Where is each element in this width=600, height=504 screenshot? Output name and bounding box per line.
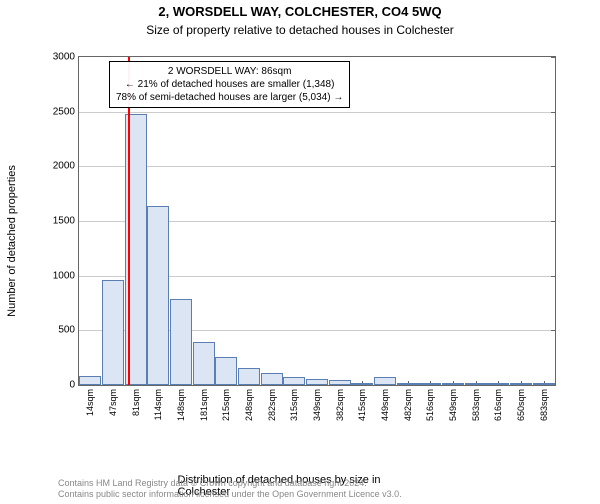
y-tick-label: 2500 [53, 106, 75, 117]
footer: Contains HM Land Registry data © Crown c… [58, 478, 402, 501]
x-tick-label: 449sqm [380, 389, 390, 421]
x-tick-label: 114sqm [153, 389, 163, 420]
x-tick-label: 415sqm [357, 389, 367, 421]
chart-container: Number of detached properties 2 WORSDELL… [50, 56, 560, 426]
y-tick-label: 1000 [53, 270, 75, 281]
annotation-line3: 78% of semi-detached houses are larger (… [116, 91, 343, 104]
histogram-bar [102, 280, 124, 385]
histogram-bar [283, 377, 305, 385]
footer-line2: Contains public sector information licen… [58, 489, 402, 500]
x-tick-label: 47sqm [108, 389, 118, 416]
histogram-bar [533, 383, 555, 385]
x-tick-label: 148sqm [176, 389, 186, 421]
x-tick-label: 516sqm [425, 389, 435, 421]
y-axis-label: Number of detached properties [6, 165, 18, 317]
grid-line [79, 166, 555, 167]
histogram-bar [215, 357, 237, 385]
x-tick-label: 349sqm [312, 389, 322, 421]
histogram-bar [170, 299, 192, 385]
annotation-line2: ← 21% of detached houses are smaller (1,… [116, 78, 343, 91]
y-tick-mark [551, 385, 556, 386]
x-tick-label: 482sqm [403, 389, 413, 421]
x-tick-label: 81sqm [131, 389, 141, 416]
histogram-bar [193, 342, 215, 385]
annotation-box: 2 WORSDELL WAY: 86sqm ← 21% of detached … [109, 61, 350, 108]
histogram-bar [351, 383, 373, 385]
y-tick-label: 2000 [53, 161, 75, 172]
annotation-line1: 2 WORSDELL WAY: 86sqm [116, 65, 343, 78]
y-tick-mark [551, 330, 556, 331]
x-tick-label: 382sqm [335, 389, 345, 421]
x-tick-label: 683sqm [539, 389, 549, 421]
histogram-bar [147, 206, 169, 385]
chart-subtitle: Size of property relative to detached ho… [0, 23, 600, 37]
histogram-bar [510, 383, 532, 385]
y-tick-mark [551, 166, 556, 167]
histogram-bar [397, 383, 419, 385]
y-tick-label: 0 [69, 380, 75, 391]
grid-line [79, 112, 555, 113]
y-tick-label: 1500 [53, 216, 75, 227]
y-tick-mark [551, 276, 556, 277]
x-tick-label: 616sqm [493, 389, 503, 421]
histogram-bar [374, 377, 396, 385]
x-tick-label: 282sqm [267, 389, 277, 421]
histogram-bar [79, 376, 101, 385]
y-tick-mark [551, 221, 556, 222]
x-tick-label: 215sqm [221, 389, 231, 421]
plot-area: 2 WORSDELL WAY: 86sqm ← 21% of detached … [78, 56, 556, 386]
x-tick-label: 315sqm [289, 389, 299, 421]
histogram-bar [465, 383, 487, 385]
y-tick-label: 500 [58, 325, 75, 336]
footer-line1: Contains HM Land Registry data © Crown c… [58, 478, 402, 489]
histogram-bar [261, 373, 283, 385]
histogram-bar [329, 380, 351, 385]
x-tick-label: 14sqm [85, 389, 95, 416]
histogram-bar [238, 368, 260, 385]
histogram-bar [419, 383, 441, 385]
y-tick-mark [551, 112, 556, 113]
histogram-bar [487, 383, 509, 385]
x-tick-label: 181sqm [199, 389, 209, 421]
y-tick-label: 3000 [53, 52, 75, 63]
page-title: 2, WORSDELL WAY, COLCHESTER, CO4 5WQ [0, 4, 600, 21]
x-tick-label: 248sqm [244, 389, 254, 421]
x-tick-label: 549sqm [448, 389, 458, 421]
x-tick-label: 650sqm [516, 389, 526, 421]
histogram-bar [306, 379, 328, 385]
x-tick-label: 583sqm [471, 389, 481, 421]
y-tick-mark [551, 57, 556, 58]
histogram-bar [442, 383, 464, 385]
